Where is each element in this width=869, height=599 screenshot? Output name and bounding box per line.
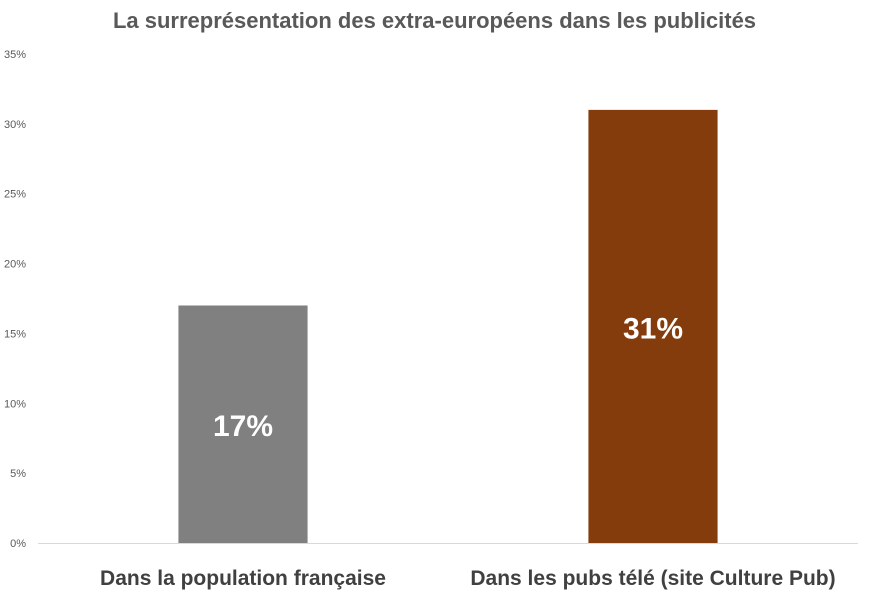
category-labels: Dans la population française Dans les pub… [100, 567, 836, 590]
bars: 17% 31% [178, 109, 718, 543]
bar [588, 109, 718, 543]
y-tick-label: 35% [4, 49, 26, 61]
y-tick-label: 25% [4, 189, 26, 201]
data-label: 31% [623, 312, 683, 345]
y-tick-label: 20% [4, 259, 26, 271]
x-category-label: Dans les pubs télé (site Culture Pub) [470, 567, 835, 590]
chart-title: La surreprésentation des extra-européens… [112, 8, 757, 33]
bar [178, 305, 308, 543]
x-category-label: Dans la population française [100, 567, 386, 590]
y-tick-label: 0% [10, 538, 26, 550]
y-tick-label: 5% [10, 468, 26, 480]
y-tick-label: 15% [4, 328, 26, 340]
y-tick-label: 10% [4, 398, 26, 410]
y-tick-label: 30% [4, 119, 26, 131]
data-label: 17% [213, 410, 273, 443]
y-axis: 0% 5% 10% 15% 20% 25% 30% 35% [4, 49, 26, 550]
